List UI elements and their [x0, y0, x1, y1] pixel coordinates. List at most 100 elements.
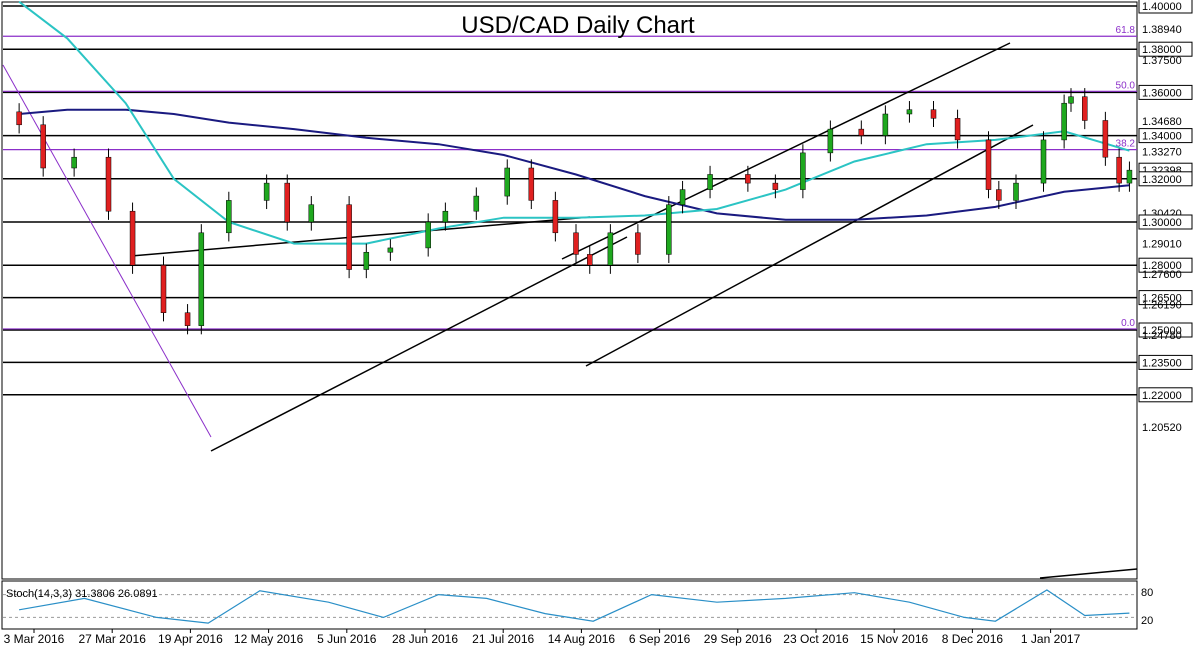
price-label: 1.36000 — [1142, 87, 1182, 99]
candle-body — [996, 189, 1002, 201]
candle-body — [387, 247, 394, 253]
price-label: 1.37500 — [1142, 55, 1182, 67]
price-label: 1.23500 — [1142, 357, 1182, 369]
candle-body — [930, 109, 937, 119]
candle-body — [679, 189, 686, 205]
candle-body — [40, 124, 46, 169]
price-label-box — [1138, 171, 1193, 187]
x-label: 28 Jun 2016 — [392, 632, 458, 646]
price-label-box — [1138, 354, 1193, 370]
candle-body — [666, 204, 672, 255]
x-label: 6 Sep 2016 — [629, 632, 691, 646]
price-label: 1.30000 — [1142, 217, 1182, 229]
candle-body — [263, 182, 270, 201]
price-label: 1.24780 — [1142, 330, 1182, 342]
candle-body — [1068, 96, 1074, 104]
candle-body — [800, 152, 806, 190]
price-label: 1.22000 — [1142, 390, 1182, 402]
candle-body — [308, 204, 315, 223]
price-label-box — [1138, 290, 1193, 306]
price-label-box — [1138, 41, 1193, 57]
candle-body — [198, 232, 205, 326]
price-label-box — [1138, 84, 1193, 100]
price-label: 1.34000 — [1142, 131, 1182, 143]
candle-body — [1013, 182, 1019, 201]
candle-body — [504, 167, 510, 197]
candle-body — [552, 200, 559, 234]
fib-label: 61.8 — [1116, 25, 1136, 36]
moving-averages — [18, 0, 1130, 245]
x-label: 3 Mar 2016 — [4, 632, 65, 646]
candles — [16, 88, 1133, 335]
price-label: 1.26500 — [1142, 293, 1182, 305]
date-axis: 3 Mar 2016 27 Mar 2016 19 Apr 2016 12 May 2… — [4, 629, 1081, 646]
candle-body — [71, 156, 77, 169]
candle-body — [954, 118, 961, 141]
x-label: 23 Oct 2016 — [783, 632, 849, 646]
candle-body — [745, 174, 751, 184]
candle-body — [105, 156, 112, 212]
price-label: 1.26190 — [1142, 299, 1182, 311]
price-label: 1.32000 — [1142, 174, 1182, 186]
candle-body — [635, 232, 641, 255]
candle-body — [284, 182, 290, 223]
ma-line — [19, 108, 1130, 221]
candle-body — [1061, 102, 1067, 141]
stoch-label: Stoch(14,3,3) 31.3806 26.0891 — [6, 588, 158, 600]
candle-body — [1126, 169, 1133, 184]
price-label-box — [1138, 387, 1193, 403]
candle-body — [346, 204, 352, 270]
fib-label: 50.0 — [1116, 80, 1136, 91]
lower-trend-line — [1039, 568, 1138, 579]
candle-body — [772, 182, 779, 190]
x-label: 27 Mar 2016 — [79, 632, 147, 646]
ma-line — [18, 0, 1130, 245]
price-label: 1.38000 — [1142, 44, 1182, 56]
channel-line-c — [561, 42, 1011, 260]
channel-line-a — [210, 236, 628, 452]
main-plot-frame — [1, 1, 1138, 580]
candle-body — [184, 312, 191, 326]
stochastic-indicator — [3, 589, 1137, 624]
chart-title: USD/CAD Daily Chart — [461, 12, 695, 39]
price-label: 1.40000 — [1142, 1, 1182, 13]
candle-body — [906, 109, 913, 115]
candle-body — [363, 251, 370, 270]
candle-body — [1102, 120, 1109, 158]
fib-label: 0.0 — [1121, 318, 1135, 329]
price-label: 1.38940 — [1142, 24, 1182, 36]
fib-label: 38.2 — [1116, 139, 1136, 150]
price-label: 1.34680 — [1142, 116, 1182, 128]
candle-body — [1116, 156, 1122, 184]
candle-body — [1082, 96, 1088, 121]
x-label: 15 Nov 2016 — [860, 632, 928, 646]
x-label: 12 May 2016 — [234, 632, 304, 646]
fib-swing-line — [2, 64, 212, 438]
candle-body — [573, 232, 579, 255]
candle-body — [442, 210, 449, 223]
price-label-box — [1138, 322, 1193, 338]
candle-body — [707, 174, 713, 190]
stoch-line — [18, 589, 1130, 624]
candle-body — [528, 167, 535, 201]
stoch-level-80: 80 — [1141, 587, 1153, 599]
price-label: 1.28000 — [1142, 260, 1182, 272]
price-label-box — [1138, 214, 1193, 230]
candle-body — [473, 195, 480, 212]
price-label-box — [1138, 0, 1193, 14]
x-label: 14 Aug 2016 — [548, 632, 616, 646]
x-label: 8 Dec 2016 — [942, 632, 1004, 646]
candle-body — [16, 111, 22, 126]
candle-body — [587, 254, 593, 266]
candle-body — [1040, 139, 1047, 184]
x-label: 29 Sep 2016 — [704, 632, 772, 646]
price-label-box — [1138, 257, 1193, 273]
price-label: 1.27600 — [1142, 269, 1182, 281]
price-label: 1.29010 — [1142, 238, 1182, 250]
candle-body — [985, 139, 992, 190]
stoch-panel-frame — [1, 580, 1138, 630]
